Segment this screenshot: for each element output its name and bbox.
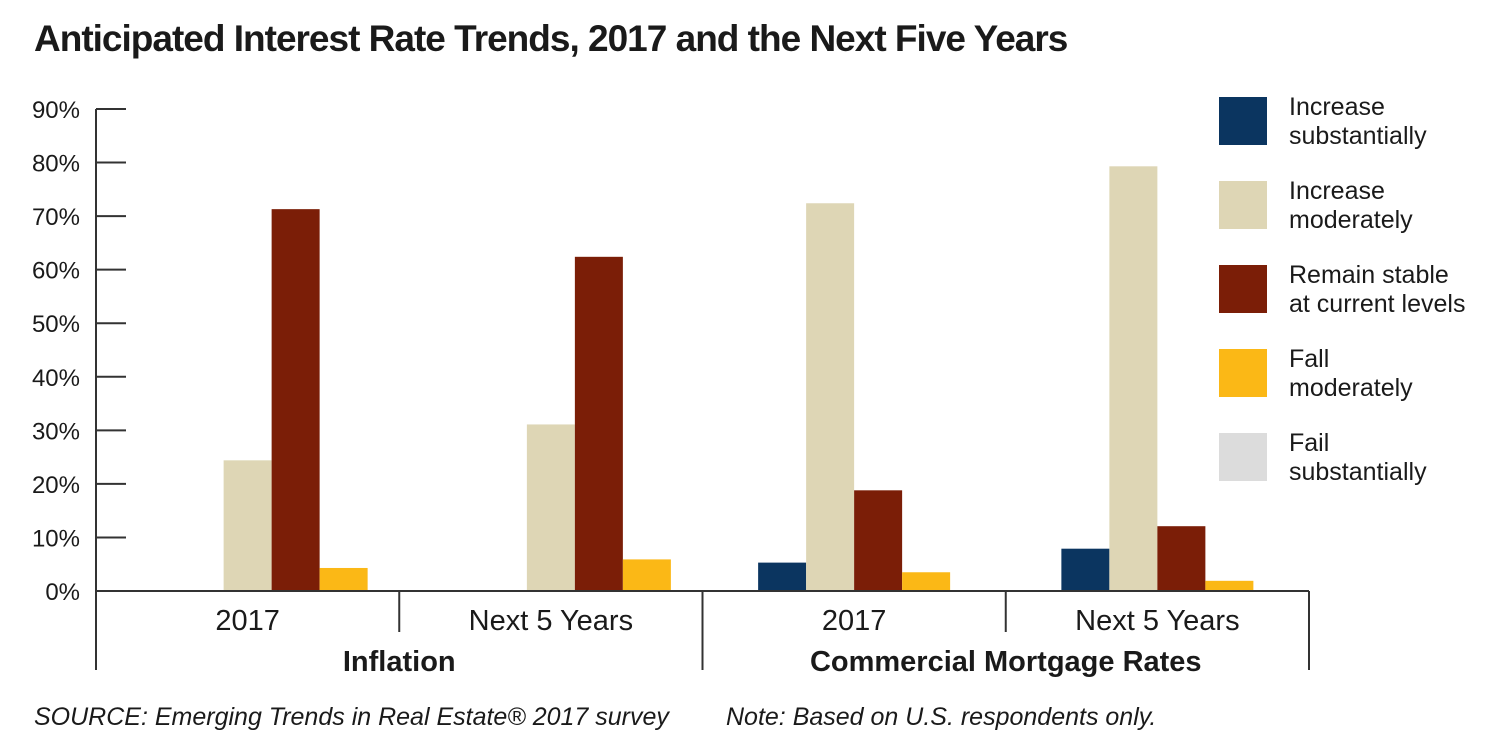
bar-remain-stable-at-current-levels-1: [574, 256, 623, 591]
y-tick-label: 90%: [32, 97, 80, 124]
legend-label: Remain stable at current levels: [1289, 261, 1466, 318]
legend-swatch: [1219, 265, 1267, 313]
legend-label: Increase substantially: [1289, 93, 1427, 150]
x-category-label: 2017: [215, 605, 280, 637]
chart-title: Anticipated Interest Rate Trends, 2017 a…: [34, 18, 1068, 59]
bar-remain-stable-at-current-levels-3: [1157, 526, 1206, 591]
legend-swatch: [1219, 433, 1267, 481]
bar-increase-moderately-0: [223, 460, 272, 591]
footnote: Note: Based on U.S. respondents only.: [726, 703, 1157, 731]
y-tick-label: 60%: [32, 258, 80, 285]
legend-swatch: [1219, 349, 1267, 397]
legend-swatch: [1219, 97, 1267, 145]
y-tick-label: 10%: [32, 525, 80, 552]
y-tick-label: 30%: [32, 418, 80, 445]
axes-layer: 0% 10% 20% 30% 40% 50% 60% 70% 80% 90% 2017 Next 5 …: [32, 97, 1310, 678]
x-group-label: Commercial Mortgage Rates: [810, 646, 1202, 678]
bar-increase-substantially-3: [1061, 548, 1110, 591]
bar-remain-stable-at-current-levels-2: [854, 490, 903, 591]
bar-increase-moderately-3: [1109, 166, 1158, 591]
bars-layer: [223, 166, 1254, 591]
y-tick-label: 40%: [32, 365, 80, 392]
y-tick-label: 70%: [32, 204, 80, 231]
bar-fall-moderately-2: [902, 572, 951, 591]
x-category-label: Next 5 Years: [1075, 605, 1239, 637]
legend-swatch: [1219, 181, 1267, 229]
source-note: SOURCE: Emerging Trends in Real Estate® …: [34, 703, 669, 731]
bar-remain-stable-at-current-levels-0: [271, 209, 320, 591]
legend-label: Fall moderately: [1289, 345, 1413, 402]
bar-fall-moderately-0: [319, 567, 368, 591]
bar-increase-moderately-2: [806, 203, 855, 591]
y-tick-label: 20%: [32, 472, 80, 499]
x-group-label: Inflation: [343, 646, 456, 678]
y-tick-label: 50%: [32, 311, 80, 338]
bar-increase-moderately-1: [526, 424, 575, 591]
bar-fall-moderately-1: [622, 559, 671, 591]
bar-increase-substantially-2: [758, 562, 807, 591]
bar-fall-moderately-3: [1205, 580, 1254, 591]
y-tick-label: 80%: [32, 151, 80, 178]
legend-label: Fail substantially: [1289, 429, 1427, 486]
x-category-label: Next 5 Years: [469, 605, 633, 637]
y-tick-label: 0%: [45, 579, 80, 606]
legend-label: Increase moderately: [1289, 177, 1413, 234]
x-category-label: 2017: [822, 605, 887, 637]
